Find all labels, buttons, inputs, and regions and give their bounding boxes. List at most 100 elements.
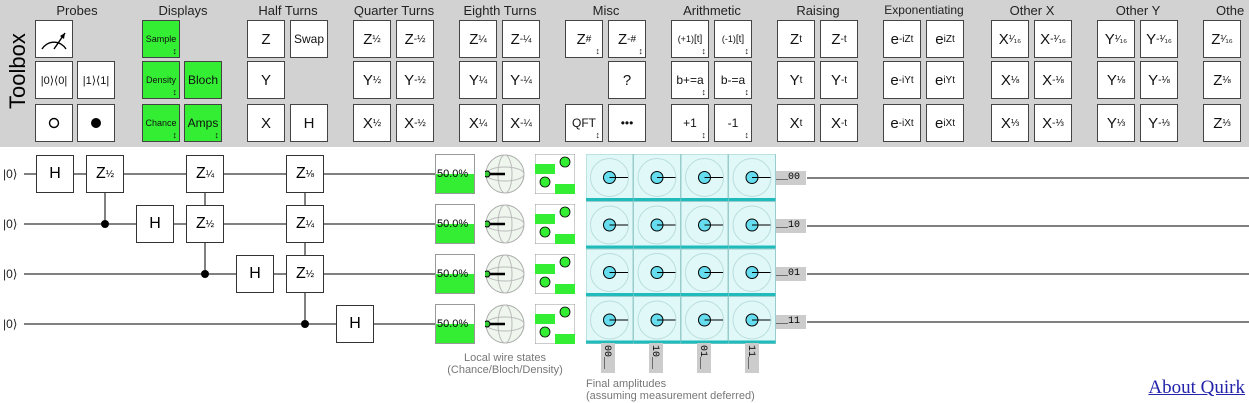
bloch-sphere-q0[interactable] [485, 154, 525, 194]
exp-iyt-gate[interactable]: e iYt [926, 61, 964, 99]
sub-a-gate[interactable]: b-=a ↕ [714, 61, 752, 99]
z-minus-half-gate[interactable]: Z -½ [396, 20, 434, 58]
group-title: Other Y [1115, 3, 1161, 18]
chance-display-q3[interactable]: 50.0% [435, 304, 475, 344]
wire-label-2[interactable]: |0⟩ [3, 267, 18, 281]
about-quirk-link[interactable]: About Quirk [1148, 377, 1245, 398]
exp-izt-gate[interactable]: e iZt [926, 20, 964, 58]
exp-minus-izt-gate[interactable]: e -iZt [883, 20, 921, 58]
x-gate[interactable]: X [247, 104, 285, 142]
z-minus-quarter-gate[interactable]: Z -¼ [502, 20, 540, 58]
amps-display-gate[interactable]: Amps ↕ [184, 104, 222, 142]
wire-label-3[interactable]: |0⟩ [3, 317, 18, 331]
group-title: Other X [1009, 3, 1055, 18]
qft-gate[interactable]: QFT ↕ [565, 104, 603, 142]
sample-display-gate[interactable]: Sample ↕ [142, 20, 180, 58]
h-gate-q2[interactable]: H [236, 255, 274, 293]
h-gate-q3[interactable]: H [336, 305, 374, 343]
add-a-gate[interactable]: b+=a ↕ [671, 61, 709, 99]
y-pow-minus-t-gate[interactable]: Y -t [820, 61, 858, 99]
bloch-sphere-q2[interactable] [485, 254, 525, 294]
x-minus-quarter-gate[interactable]: X -¼ [502, 104, 540, 142]
density-matrix-q1[interactable] [535, 204, 575, 244]
amplitude-grid[interactable] [586, 154, 776, 344]
y-minus-sixteenth-gate[interactable]: Y -¹⁄₁₆ [1140, 20, 1178, 58]
y-minus-half-gate[interactable]: Y -½ [396, 61, 434, 99]
more-gates-button[interactable]: ••• [608, 104, 646, 142]
phase-plus-gate[interactable]: (+1) [t] ↕ [671, 20, 709, 58]
density-matrix-q3[interactable] [535, 304, 575, 344]
bloch-sphere-q1[interactable] [485, 204, 525, 244]
amplitude-circle [732, 253, 772, 292]
wire-label-1[interactable]: |0⟩ [3, 217, 18, 231]
y-minus-eighth-gate[interactable]: Y -⅛ [1140, 61, 1178, 99]
chance-display-q1[interactable]: 50.0% [435, 204, 475, 244]
z-sixteenth-gate[interactable]: Z ¹⁄₁₆ [1203, 20, 1241, 58]
density-matrix-q2[interactable] [535, 254, 575, 294]
increment-gate[interactable]: +1 ↕ [671, 104, 709, 142]
x-minus-half-gate[interactable]: X -½ [396, 104, 434, 142]
group-arithmetic: Arithmetic (+1) [t] ↕ (-1) [t] ↕ b+=a ↕ b-=a ↕… [668, 0, 756, 147]
phase-minus-gate[interactable]: (-1) [t] ↕ [714, 20, 752, 58]
decrement-gate[interactable]: -1 ↕ [714, 104, 752, 142]
chance-display-q0[interactable]: 50.0% [435, 154, 475, 194]
control-ket0-gate[interactable]: |0⟩⟨0| [35, 61, 73, 99]
mystery-gate[interactable]: ? [608, 61, 646, 99]
exp-ixt-gate[interactable]: e iXt [926, 104, 964, 142]
y-sixteenth-gate[interactable]: Y ¹⁄₁₆ [1097, 20, 1135, 58]
chance-display-gate[interactable]: Chance ↕ [142, 104, 180, 142]
h-gate-q1[interactable]: H [136, 205, 174, 243]
chance-display-q2[interactable]: 50.0% [435, 254, 475, 294]
control-ket1-gate[interactable]: |1⟩⟨1| [77, 61, 115, 99]
swap-gate[interactable]: Swap [290, 20, 328, 58]
x-minus-third-gate[interactable]: X -⅓ [1034, 104, 1072, 142]
y-minus-third-gate[interactable]: Y -⅓ [1140, 104, 1178, 142]
density-display-gate[interactable]: Density ↕ [142, 61, 180, 99]
wire-label-0[interactable]: |0⟩ [3, 167, 18, 181]
density-matrix-q0[interactable] [535, 154, 575, 194]
x-minus-eighth-gate[interactable]: X -⅛ [1034, 61, 1072, 99]
y-gate[interactable]: Y [247, 61, 285, 99]
control-gate[interactable] [77, 104, 115, 142]
bloch-display-gate[interactable]: Bloch [184, 61, 222, 99]
y-minus-quarter-gate[interactable]: Y -¼ [502, 61, 540, 99]
x-minus-sixteenth-gate[interactable]: X -¹⁄₁₆ [1034, 20, 1072, 58]
exp-minus-ixt-gate[interactable]: e -iXt [883, 104, 921, 142]
measure-gate[interactable] [35, 20, 73, 58]
h-gate[interactable]: H [290, 104, 328, 142]
bloch-sphere-q3[interactable] [485, 304, 525, 344]
anti-control-gate[interactable] [35, 104, 73, 142]
exp-minus-iyt-gate[interactable]: e -iYt [883, 61, 921, 99]
x-pow-minus-t-gate[interactable]: X -t [820, 104, 858, 142]
z-gate[interactable]: Z [247, 20, 285, 58]
group-title: Eighth Turns [463, 3, 537, 18]
z-sharp-gate[interactable]: Z # ↕ [565, 20, 603, 58]
gate-label: Sample [145, 34, 177, 44]
z-pow-minus-t-gate[interactable]: Z -t [820, 20, 858, 58]
x-sixteenth-gate[interactable]: X ¹⁄₁₆ [991, 20, 1029, 58]
h-gate-q0[interactable]: H [36, 155, 74, 193]
z-minus-sharp-gate[interactable]: Z -# ↕ [608, 20, 646, 58]
